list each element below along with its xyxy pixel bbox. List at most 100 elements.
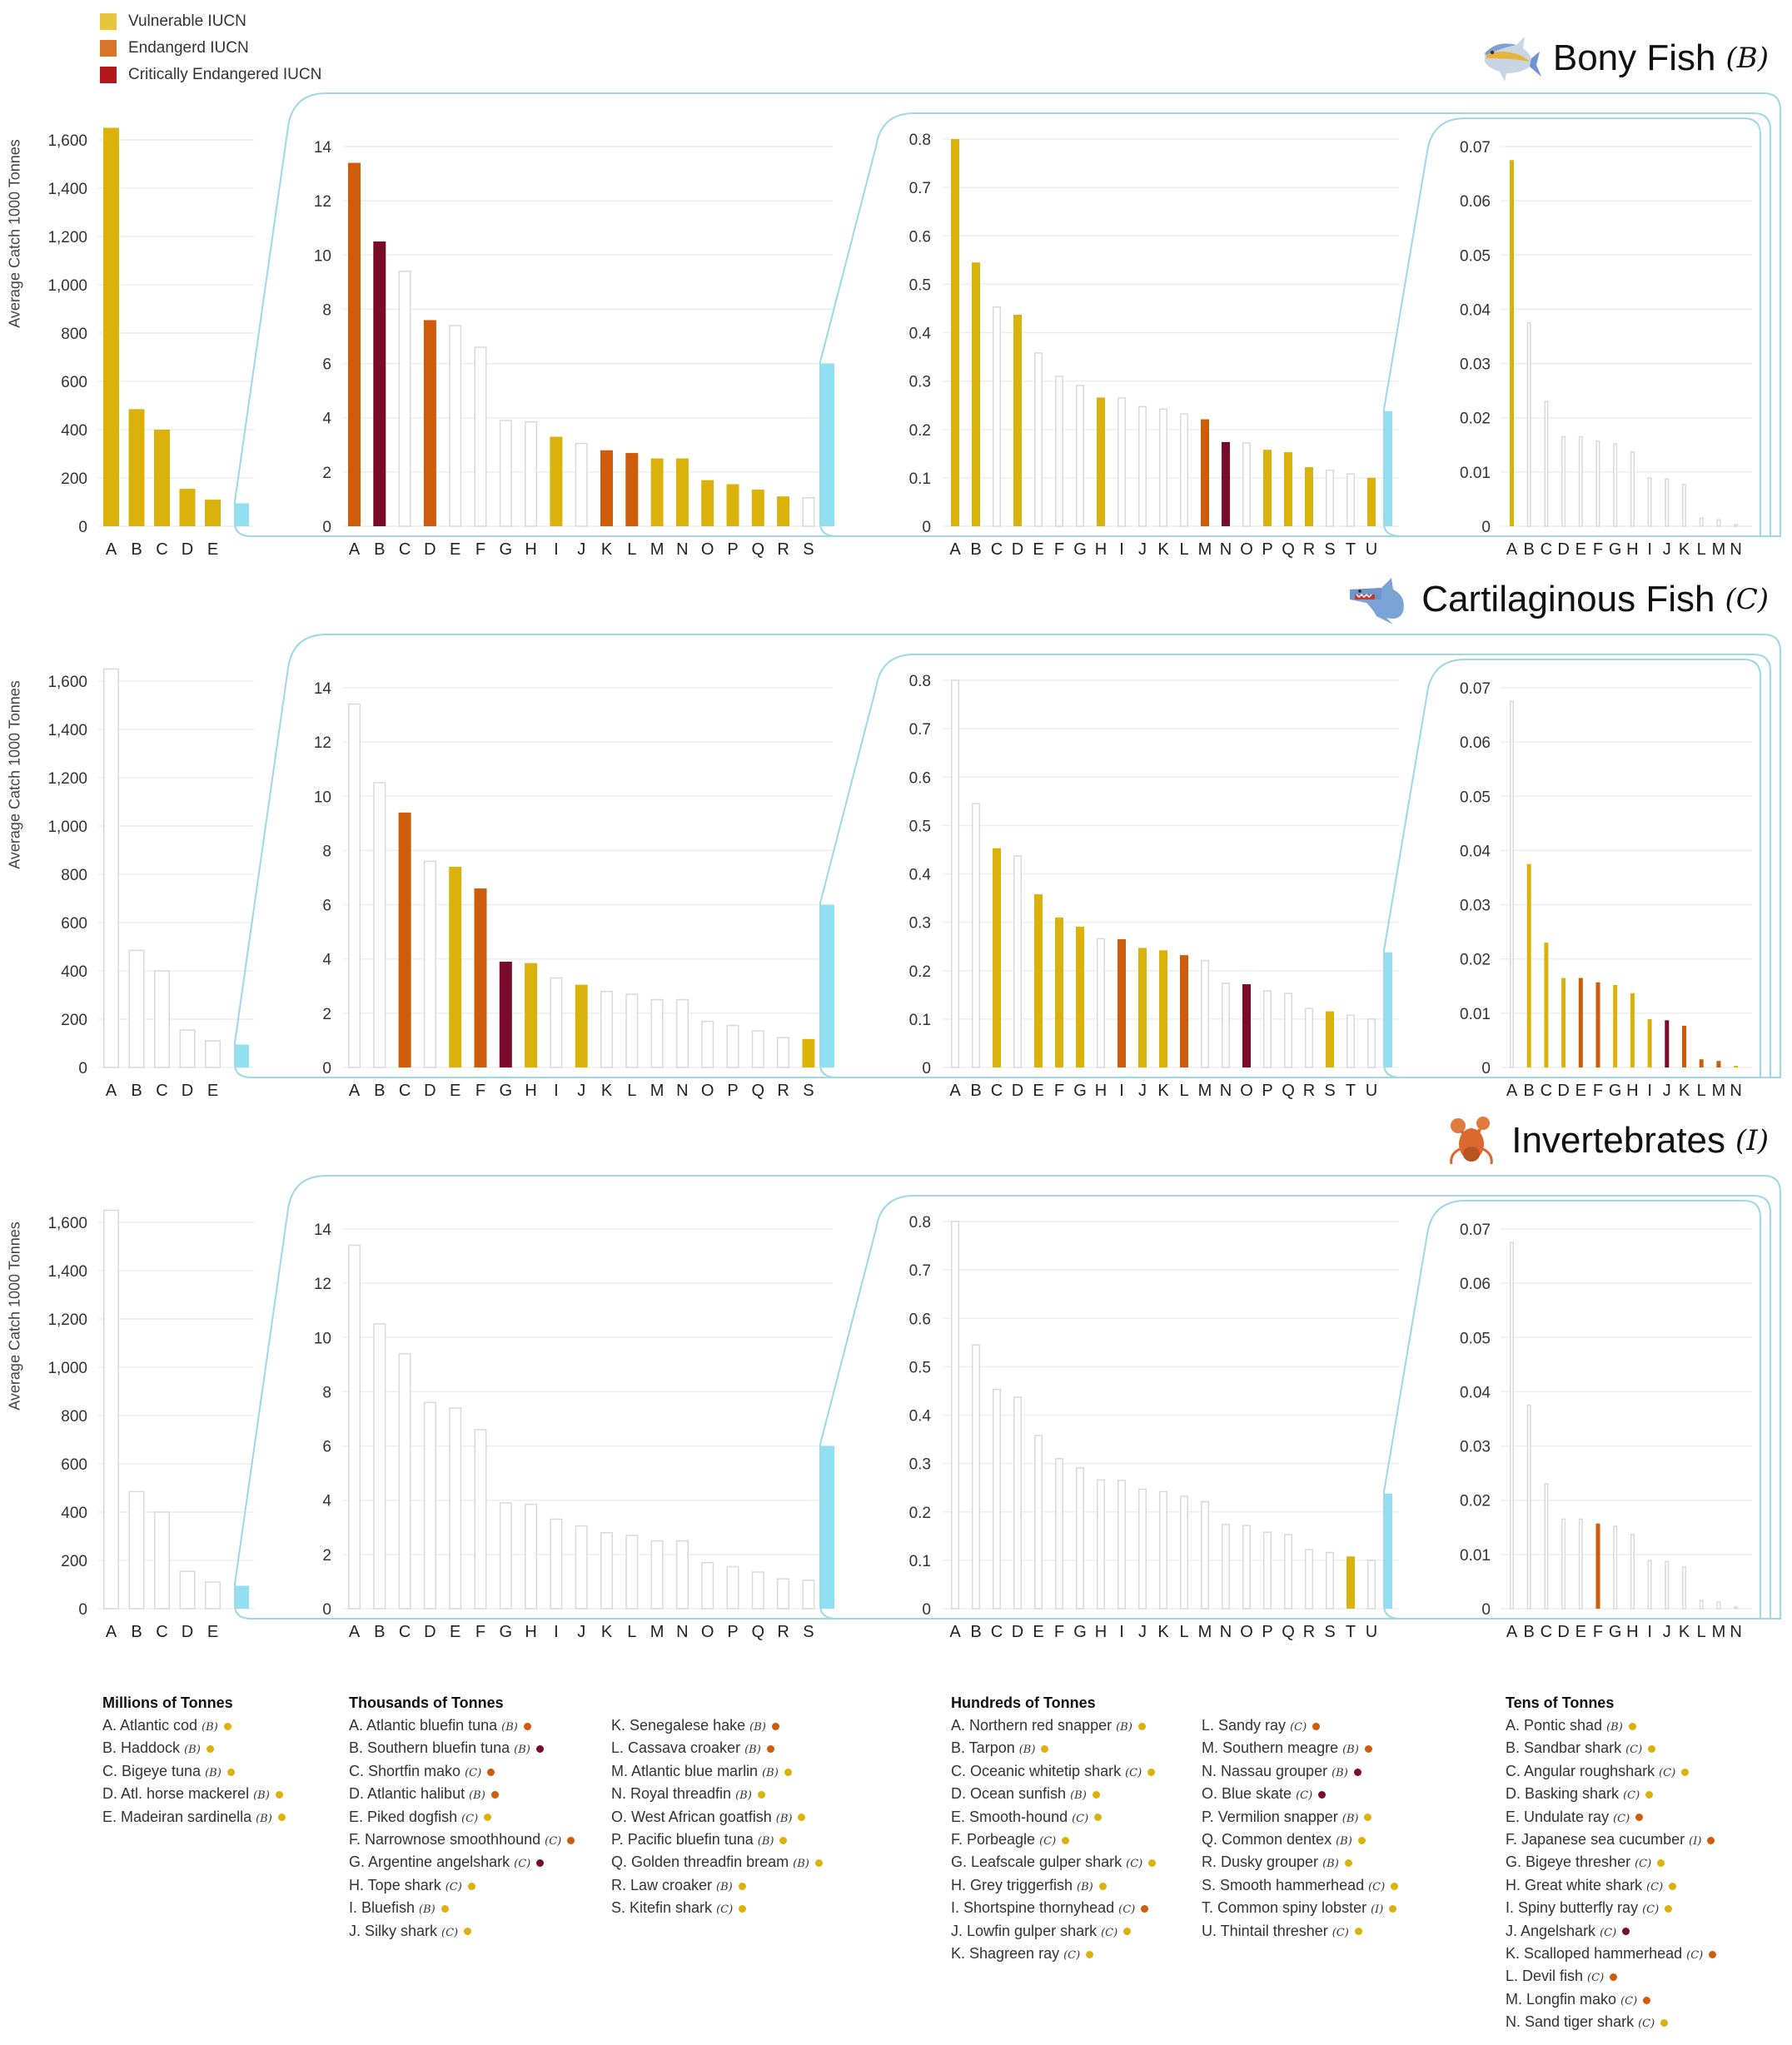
bar-U: [1367, 1560, 1376, 1610]
x-tick-label: E: [1033, 1623, 1043, 1641]
x-tick-label: A: [949, 1623, 961, 1641]
y-tick-label: 0.8: [909, 1214, 931, 1231]
y-tick-label: 0.01: [1460, 465, 1491, 482]
bar-rest-expanded: [820, 363, 834, 526]
bar-B: [972, 262, 980, 526]
species-name: B. Haddock: [102, 1739, 181, 1757]
panel-thousands: 0 2 4 6 8 10 12 14 A B C D E F G H I J K L M N O P Q R S: [314, 1222, 834, 1641]
y-tick-label: 14: [314, 680, 332, 698]
status-dot: [464, 1928, 472, 1936]
x-tick-label: G: [1609, 1623, 1622, 1641]
species-name: D. Atlantic halibut: [349, 1785, 465, 1803]
zoom-connector: [819, 654, 1771, 1078]
section-title-invertebrates: Invertebrates (I): [1438, 1116, 1769, 1166]
species-item: Q. Common dentex (B): [1202, 1829, 1398, 1852]
species-list-thousands-a: A. Atlantic bluefin tuna (B) B. Southern b…: [349, 1715, 575, 1943]
x-tick-label: T: [1346, 1623, 1356, 1641]
y-tick-label: 0.8: [909, 132, 931, 149]
x-tick-label: J: [1138, 1623, 1147, 1641]
bar-K: [1159, 1490, 1167, 1610]
y-tick-label: 0.05: [1460, 247, 1491, 265]
bar-U: [1367, 1018, 1376, 1068]
species-group-tag: (C): [1125, 1766, 1142, 1779]
status-dot: [1312, 1722, 1321, 1730]
x-tick-label: R: [1303, 540, 1315, 559]
x-tick-label: P: [727, 540, 738, 559]
x-tick-label: K: [1157, 1623, 1169, 1641]
x-tick-label: Q: [752, 540, 765, 559]
species-group-tag: (B): [1342, 1744, 1359, 1757]
bar-R: [1305, 467, 1313, 526]
status-dot: [814, 1859, 823, 1868]
x-tick-label: L: [1697, 1623, 1706, 1641]
y-tick-label: 4: [322, 952, 331, 969]
x-tick-label: G: [500, 1623, 513, 1641]
bar-G: [499, 961, 512, 1067]
bar-J: [1138, 948, 1147, 1067]
x-tick-label: C: [1541, 1623, 1552, 1641]
bar-O: [1242, 1525, 1251, 1610]
section-title-label: Cartilaginous Fish: [1421, 579, 1715, 619]
y-tick-label: 14: [314, 1222, 332, 1239]
species-name: F. Japanese sea cucumber: [1506, 1831, 1685, 1848]
species-item: J. Lowfin gulper shark (C): [951, 1921, 1156, 1943]
x-tick-label: H: [1095, 1082, 1107, 1100]
bar-R: [777, 1578, 790, 1610]
y-tick-label: 0.1: [909, 1553, 931, 1570]
legend-swatch-endangered: [100, 40, 117, 57]
x-tick-label: D: [1557, 1082, 1569, 1100]
y-tick-label: 10: [314, 247, 331, 265]
bar-N: [675, 998, 689, 1068]
x-tick-label: E: [1033, 1082, 1043, 1100]
species-group-tag: (C): [1642, 1903, 1660, 1917]
y-tick-label: 400: [61, 963, 87, 981]
zoom-connector: [234, 634, 1781, 1078]
section-title-abbr: (C): [1725, 583, 1769, 616]
species-group-tag: (B): [1322, 1858, 1339, 1871]
species-group-tag: (B): [1077, 1880, 1093, 1893]
species-item: D. Ocean sunfish (B): [951, 1784, 1156, 1806]
species-name: M. Longfin mako: [1506, 1990, 1617, 2008]
x-tick-label: J: [1663, 540, 1671, 559]
y-tick-label: 0.7: [909, 180, 931, 197]
bar-F: [1055, 1458, 1063, 1610]
status-dot: [1628, 1722, 1636, 1730]
x-tick-label: R: [777, 540, 789, 559]
y-tick-label: 0.03: [1460, 1439, 1491, 1456]
y-tick-label: 0.8: [909, 673, 931, 690]
y-tick-label: 4: [322, 410, 331, 428]
species-group-tag: (B): [1342, 1812, 1359, 1825]
bar-E: [205, 500, 221, 526]
x-tick-label: S: [1324, 1082, 1335, 1100]
bar-Q: [1284, 452, 1292, 526]
bar-K: [1159, 950, 1167, 1067]
x-tick-label: M: [1198, 1082, 1212, 1100]
panel-tens: 0 0.01 0.02 0.03 0.04 0.05 0.06 0.07 A B C D E F G H I J K…: [1460, 139, 1752, 559]
legend-label: Critically Endangered IUCN: [128, 66, 322, 83]
bar-L: [1180, 413, 1188, 527]
x-tick-label: M: [650, 1623, 665, 1641]
x-tick-label: N: [1220, 1623, 1232, 1641]
x-tick-label: H: [1626, 1082, 1638, 1100]
bar-S: [1326, 469, 1334, 527]
bar-A: [951, 139, 959, 526]
species-name: I. Bluefish: [349, 1899, 416, 1917]
x-tick-label: D: [182, 1082, 193, 1100]
y-tick-label: 0.5: [909, 276, 931, 294]
species-name: I. Spiny butterfly ray: [1506, 1899, 1639, 1917]
y-tick-label: 0: [1481, 519, 1491, 536]
bar-D: [423, 1401, 436, 1610]
species-group-tag: (C): [514, 1858, 531, 1871]
species-group-tag: (C): [1646, 1880, 1664, 1893]
species-group-tag: (C): [1072, 1812, 1089, 1825]
bar-K: [1159, 408, 1167, 527]
x-tick-label: I: [1647, 1623, 1652, 1641]
status-dot: [1681, 1768, 1690, 1776]
x-tick-label: Q: [752, 1623, 765, 1641]
status-dot: [771, 1722, 779, 1730]
x-tick-label: O: [1240, 1623, 1253, 1641]
status-dot: [223, 1722, 231, 1730]
species-item: E. Smooth-hound (C): [951, 1807, 1156, 1829]
species-group-tag: (C): [1600, 1926, 1617, 1939]
bar-I: [1118, 397, 1126, 527]
